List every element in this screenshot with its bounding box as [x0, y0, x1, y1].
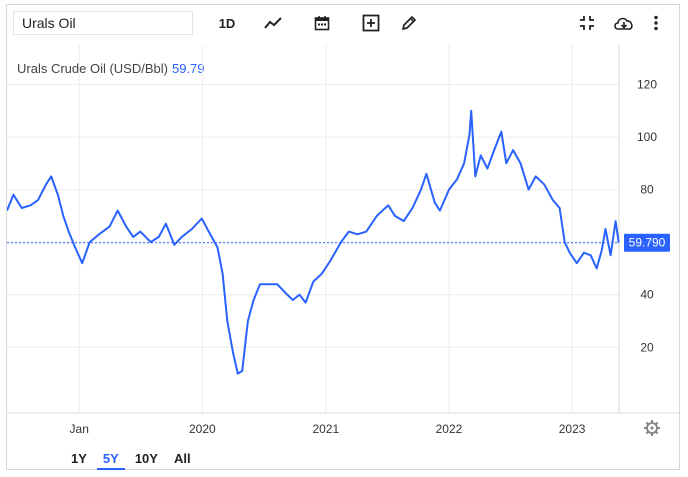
y-axis-ticks: 20406080100120 [637, 77, 657, 354]
date-range-button[interactable] [308, 11, 336, 35]
y-tick-label: 120 [637, 77, 657, 91]
calendar-icon [314, 16, 330, 31]
interval-button[interactable]: 1D [218, 15, 236, 31]
gear-icon-center [650, 426, 654, 430]
fullscreen-button[interactable] [573, 11, 601, 35]
add-indicator-icon [362, 14, 380, 32]
y-tick-label: 80 [640, 183, 654, 197]
horizontal-gridlines [7, 83, 619, 348]
chart-title: Urals Crude Oil (USD/Bbl) 59.79 [17, 61, 205, 76]
download-button[interactable] [610, 11, 638, 35]
last-price-badge-text: 59.790 [629, 236, 666, 250]
y-tick-label: 40 [640, 288, 654, 302]
range-selector: 1Y 5Y 10Y All [65, 449, 201, 470]
x-tick-label: 2023 [559, 422, 586, 436]
symbol-search-input[interactable]: Urals Oil [13, 11, 193, 35]
chart-toolbar: Urals Oil 1D [7, 5, 679, 43]
x-tick-label: 2022 [436, 422, 463, 436]
fullscreen-icon [580, 16, 594, 30]
last-price-badge: 59.790 [624, 233, 670, 252]
vertical-gridlines [78, 45, 573, 413]
y-tick-label: 20 [640, 340, 654, 354]
chart-settings-button[interactable] [644, 420, 660, 436]
x-tick-label: 2021 [312, 422, 339, 436]
range-button-1y[interactable]: 1Y [71, 451, 87, 466]
pencil-icon [402, 16, 416, 30]
series-line [7, 109, 620, 375]
download-icon [614, 17, 633, 30]
chart-last-value: 59.79 [171, 61, 205, 76]
line-chart-icon [264, 17, 282, 29]
x-axis-ticks: Jan 2020 2021 2022 2023 [70, 422, 586, 436]
x-tick-label: Jan [70, 422, 89, 436]
last-price-badge-box [624, 233, 670, 252]
y-tick-label: 100 [637, 130, 657, 144]
range-button-10y[interactable]: 10Y [134, 451, 158, 466]
x-tick-label: 2020 [189, 422, 216, 436]
chart-title-text: Urals Crude Oil (USD/Bbl) [17, 61, 168, 76]
range-button-all[interactable]: All [173, 451, 191, 466]
add-indicator-button[interactable] [357, 11, 385, 35]
chart-widget: Urals Oil 1D Urals Crude Oil (USD/Bbl) 59… [6, 4, 680, 470]
chart-type-button[interactable] [259, 11, 287, 35]
draw-button[interactable] [395, 11, 423, 35]
more-vertical-icon [654, 15, 658, 31]
range-button-5y[interactable]: 5Y [96, 449, 125, 470]
more-options-button[interactable] [642, 11, 670, 35]
